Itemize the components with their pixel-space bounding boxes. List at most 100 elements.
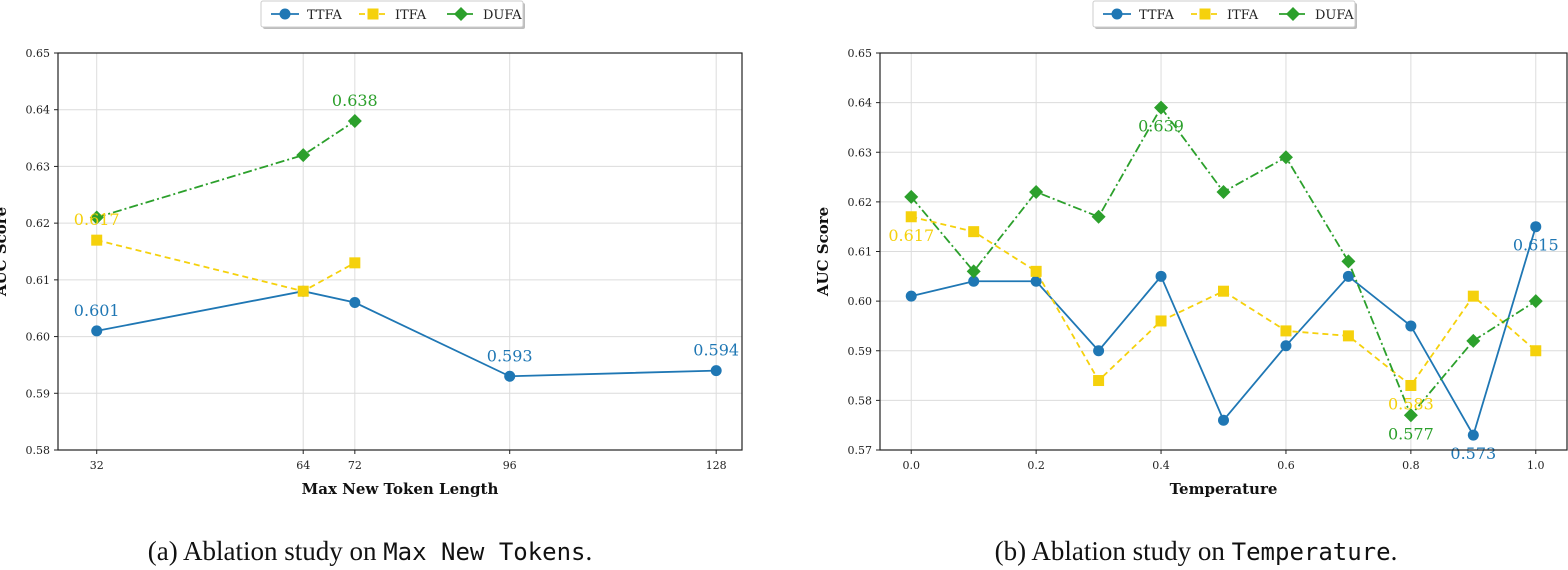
data-label: 0.638: [332, 91, 378, 110]
y-tick-label: 0.59: [848, 345, 873, 358]
data-point-ttfa: [1093, 345, 1105, 357]
data-point-ttfa: [349, 297, 361, 309]
data-point-ttfa: [1530, 221, 1542, 233]
data-point-itfa: [297, 285, 309, 297]
legend-box: [260, 0, 524, 28]
x-axis-label: Temperature: [1170, 480, 1278, 498]
x-tick-label: 1.0: [1527, 459, 1545, 472]
data-point-dufa: [89, 210, 104, 225]
y-tick-label: 0.59: [26, 387, 51, 400]
x-tick-label: 0.8: [1402, 459, 1420, 472]
data-point-ttfa: [1155, 270, 1167, 282]
legend-box: [1092, 0, 1356, 28]
x-tick-label: 0.4: [1152, 459, 1170, 472]
data-point-dufa: [966, 264, 981, 279]
y-tick-label: 0.63: [848, 146, 873, 159]
data-point-dufa: [296, 148, 311, 163]
data-point-itfa: [905, 211, 917, 223]
data-point-itfa: [1405, 379, 1417, 391]
y-tick-label: 0.57: [848, 444, 873, 457]
data-point-itfa: [968, 226, 980, 238]
legend-marker-itfa: [367, 8, 379, 20]
series-ttfa: [91, 285, 722, 382]
data-point-dufa: [347, 114, 362, 129]
x-tick-label: 96: [503, 459, 517, 472]
data-point-itfa: [1218, 285, 1229, 297]
grid: [880, 52, 1567, 451]
legend-label-ttfa: TTFA: [307, 8, 342, 23]
y-axis-label: AUC Score: [0, 207, 10, 297]
x-tick-label: 0.6: [1277, 459, 1295, 472]
series-itfa: [905, 211, 1542, 391]
legend-marker-ttfa: [279, 8, 291, 20]
caption-prefix: (a) Ablation study on: [148, 536, 383, 566]
legend: TTFA ITFA DUFA: [260, 0, 525, 29]
data-label: 0.594: [693, 341, 739, 360]
data-point-ttfa: [1467, 429, 1479, 441]
legend-label-dufa: DUFA: [1315, 8, 1354, 23]
y-tick-label: 0.64: [26, 104, 51, 117]
series-line-ttfa: [96, 290, 717, 378]
grid: [58, 52, 742, 451]
legend-label-ttfa: TTFA: [1139, 8, 1174, 23]
caption-prefix: (b) Ablation study on: [995, 536, 1232, 566]
x-tick-label: 128: [706, 459, 727, 472]
data-point-itfa: [1530, 345, 1542, 357]
data-point-itfa: [1030, 265, 1042, 277]
caption-suffix: .: [1391, 536, 1398, 566]
data-point-dufa: [1278, 150, 1293, 165]
data-point-dufa: [1091, 209, 1106, 224]
data-point-ttfa: [504, 370, 516, 382]
legend-label-itfa: ITFA: [395, 8, 427, 23]
y-tick-label: 0.65: [848, 47, 873, 60]
y-tick-label: 0.61: [26, 274, 51, 287]
captions: (a) Ablation study on Max New Tokens. (b)…: [148, 536, 1398, 566]
data-point-dufa: [1029, 184, 1044, 199]
data-point-dufa: [904, 189, 919, 204]
data-point-itfa: [1342, 330, 1354, 342]
x-tick-label: 32: [90, 459, 104, 472]
data-point-ttfa: [1030, 275, 1042, 287]
y-tick-label: 0.65: [26, 47, 51, 60]
legend-marker-dufa: [1286, 7, 1300, 21]
data-point-itfa: [349, 257, 361, 269]
y-tick-label: 0.60: [848, 295, 873, 308]
data-point-ttfa: [968, 275, 980, 287]
data-point-ttfa: [91, 325, 103, 337]
data-label: 0.617: [888, 226, 934, 245]
data-point-dufa: [1403, 408, 1418, 423]
y-axis-label: AUC Score: [814, 207, 832, 297]
data-point-itfa: [91, 234, 103, 246]
y-tick-label: 0.58: [848, 394, 873, 407]
data-label: 0.601: [74, 301, 120, 320]
series-dufa: [904, 100, 1543, 423]
data-point-itfa: [1467, 290, 1479, 302]
data-label: 0.583: [1388, 394, 1434, 413]
plot-frame: [57, 52, 743, 451]
y-tick-label: 0.64: [848, 97, 873, 110]
data-label: 0.593: [487, 346, 533, 365]
data-point-ttfa: [1218, 414, 1229, 426]
data-point-itfa: [1155, 315, 1167, 327]
data-label: 0.573: [1450, 444, 1496, 463]
data-point-ttfa: [905, 290, 917, 302]
data-point-dufa: [1528, 294, 1543, 309]
data-point-dufa: [1341, 254, 1356, 269]
caption-code: Temperature: [1232, 538, 1391, 566]
caption-suffix: .: [586, 536, 593, 566]
data-label: 0.577: [1388, 424, 1434, 443]
x-tick-label: 0.0: [902, 459, 920, 472]
data-label: 0.639: [1138, 117, 1184, 136]
data-point-ttfa: [1280, 340, 1292, 352]
data-point-dufa: [1216, 184, 1231, 199]
data-point-ttfa: [1342, 270, 1354, 282]
caption-b: (b) Ablation study on Temperature.: [995, 536, 1398, 566]
y-tick-label: 0.61: [848, 246, 873, 259]
data-point-dufa: [1466, 333, 1481, 348]
legend-marker-dufa: [454, 7, 468, 21]
y-tick-label: 0.62: [26, 217, 51, 230]
series-dufa: [89, 114, 362, 225]
x-tick-label: 0.2: [1027, 459, 1045, 472]
series-line-dufa: [910, 105, 1537, 417]
